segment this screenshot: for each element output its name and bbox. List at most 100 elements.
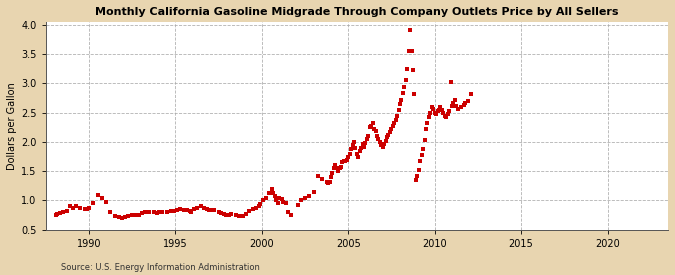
Point xyxy=(362,137,373,141)
Point xyxy=(308,189,319,194)
Point xyxy=(422,121,433,125)
Point xyxy=(415,159,426,163)
Point xyxy=(437,108,448,112)
Point xyxy=(443,109,454,114)
Point xyxy=(188,207,199,211)
Point xyxy=(432,109,443,114)
Point xyxy=(169,209,180,213)
Point xyxy=(92,193,103,197)
Point xyxy=(395,102,406,106)
Point xyxy=(321,180,332,184)
Point xyxy=(105,210,116,214)
Point xyxy=(399,85,410,90)
Point xyxy=(360,141,371,145)
Point xyxy=(165,209,176,213)
Point xyxy=(203,208,214,212)
Point xyxy=(354,148,365,153)
Point xyxy=(400,78,411,83)
Point xyxy=(416,153,427,157)
Point xyxy=(144,210,155,214)
Point xyxy=(460,100,470,105)
Point xyxy=(448,101,459,106)
Point xyxy=(206,208,217,213)
Point xyxy=(154,210,165,214)
Point xyxy=(196,204,207,208)
Point xyxy=(425,111,436,115)
Point xyxy=(264,191,275,196)
Point xyxy=(462,99,473,103)
Point xyxy=(140,210,151,214)
Point xyxy=(329,166,340,170)
Point xyxy=(122,213,133,218)
Point xyxy=(101,200,111,204)
Point xyxy=(333,169,344,174)
Point xyxy=(385,130,396,134)
Point xyxy=(248,207,259,211)
Point xyxy=(347,143,358,147)
Point xyxy=(52,212,63,216)
Point xyxy=(134,212,144,217)
Point xyxy=(379,142,389,146)
Point xyxy=(451,103,462,108)
Point xyxy=(282,210,293,214)
Point xyxy=(410,178,421,182)
Point xyxy=(450,98,460,102)
Point xyxy=(258,198,269,203)
Point xyxy=(182,208,192,213)
Point xyxy=(216,211,227,215)
Point xyxy=(261,195,271,200)
Point xyxy=(186,210,196,214)
Point xyxy=(413,168,424,172)
Point xyxy=(137,211,148,216)
Point xyxy=(358,144,369,149)
Point xyxy=(179,208,190,212)
Point xyxy=(452,106,463,111)
Point xyxy=(381,135,392,139)
Point xyxy=(273,195,284,200)
Point xyxy=(392,113,402,118)
Point xyxy=(380,139,391,143)
Point xyxy=(300,195,310,200)
Point xyxy=(369,127,379,131)
Point xyxy=(442,112,453,117)
Point xyxy=(433,108,444,112)
Point xyxy=(268,191,279,195)
Point xyxy=(184,209,195,213)
Point xyxy=(458,103,469,107)
Point xyxy=(390,117,401,122)
Point xyxy=(435,104,446,109)
Point xyxy=(109,213,120,218)
Point xyxy=(441,115,452,120)
Point xyxy=(356,145,367,150)
Point xyxy=(267,186,277,191)
Point xyxy=(84,205,95,210)
Point xyxy=(250,206,261,210)
Point xyxy=(406,49,417,53)
Point xyxy=(113,215,124,220)
Point xyxy=(253,204,264,208)
Point xyxy=(317,177,327,182)
Point xyxy=(213,210,224,214)
Title: Monthly California Gasoline Midgrade Through Company Outlets Price by All Seller: Monthly California Gasoline Midgrade Thr… xyxy=(95,7,618,17)
Point xyxy=(230,213,241,217)
Point xyxy=(202,207,213,211)
Point xyxy=(357,142,368,147)
Point xyxy=(465,92,476,96)
Point xyxy=(79,207,90,211)
Point xyxy=(131,213,142,217)
Point xyxy=(375,140,385,144)
Point xyxy=(373,137,384,141)
Point xyxy=(70,204,81,208)
Point xyxy=(455,104,466,109)
Point xyxy=(353,154,364,159)
Point xyxy=(343,154,354,159)
Point xyxy=(364,125,375,130)
Point xyxy=(404,49,414,53)
Point xyxy=(344,152,355,156)
Point xyxy=(271,198,281,203)
Point xyxy=(82,207,93,211)
Point xyxy=(331,166,342,170)
Point xyxy=(286,213,296,217)
Point xyxy=(244,209,254,213)
Y-axis label: Dollars per Gallon: Dollars per Gallon xyxy=(7,82,17,170)
